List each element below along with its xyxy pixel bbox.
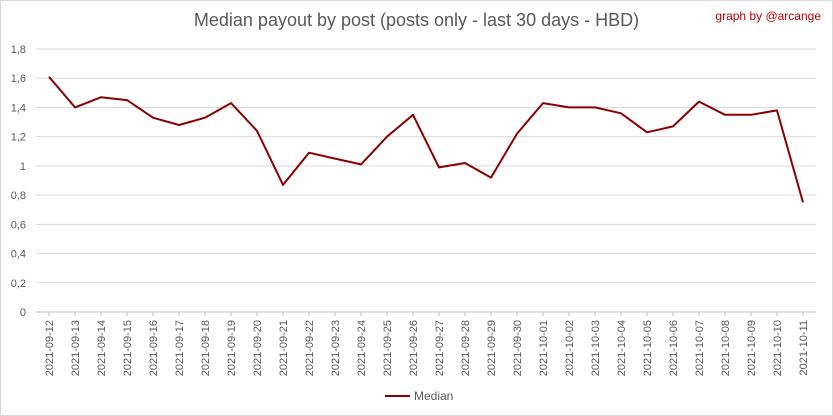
x-tick-label: 2021-09-29: [486, 320, 498, 376]
x-tick-label: 2021-10-10: [772, 320, 784, 376]
x-tick-label: 2021-10-08: [720, 320, 732, 376]
x-tick-label: 2021-10-04: [616, 320, 628, 376]
x-tick-label: 2021-09-14: [96, 320, 108, 376]
x-tick-label: 2021-09-15: [122, 320, 134, 376]
x-tick-label: 2021-09-26: [408, 320, 420, 376]
x-tick-label: 2021-10-09: [746, 320, 758, 376]
legend: Median: [385, 389, 453, 403]
x-tick-label: 2021-09-20: [252, 320, 264, 376]
x-tick-label: 2021-09-22: [304, 320, 316, 376]
x-tick-label: 2021-09-30: [512, 320, 524, 376]
x-tick-label: 2021-09-23: [330, 320, 342, 376]
y-tick-label: 1,2: [11, 132, 26, 144]
y-tick-label: 1,8: [11, 44, 26, 56]
y-tick-label: 1: [20, 161, 26, 173]
x-tick-label: 2021-09-27: [434, 320, 446, 376]
x-tick-label: 2021-10-01: [538, 320, 550, 376]
x-axis-ticks: 2021-09-12 2021-09-13 2021-09-14 2021-09-15…: [44, 312, 810, 376]
x-tick-label: 2021-09-19: [226, 320, 238, 376]
x-tick-label: 2021-10-06: [668, 320, 680, 376]
x-tick-label: 2021-10-11: [798, 320, 810, 375]
y-tick-label: 1,6: [11, 73, 26, 85]
y-tick-label: 1,4: [11, 102, 26, 114]
legend-label: Median: [414, 389, 453, 403]
gridlines: [36, 48, 816, 313]
x-tick-label: 2021-09-25: [382, 320, 394, 376]
y-tick-label: 0,2: [11, 278, 26, 290]
x-tick-label: 2021-09-28: [460, 320, 472, 376]
series-lines: [48, 76, 804, 203]
x-tick-label: 2021-10-02: [564, 320, 576, 376]
y-tick-label: 0: [20, 307, 26, 319]
x-tick-label: 2021-09-18: [200, 320, 212, 376]
x-tick-label: 2021-10-03: [590, 320, 602, 376]
chart-credit: graph by @arcange: [715, 9, 821, 23]
x-tick-label: 2021-09-16: [148, 320, 160, 376]
x-tick-label: 2021-09-17: [174, 320, 186, 376]
x-tick-label: 2021-10-05: [642, 320, 654, 376]
x-tick-label: 2021-09-13: [70, 320, 82, 376]
series-line-median: [48, 76, 804, 203]
x-tick-label: 2021-10-07: [694, 320, 706, 376]
x-tick-label: 2021-09-12: [44, 320, 56, 376]
y-tick-label: 0,6: [11, 219, 26, 231]
y-tick-label: 0,4: [11, 249, 26, 261]
chart-title: Median payout by post (posts only - last…: [193, 10, 640, 30]
y-axis-ticks: 0 0,2 0,4 0,6 0,8 1 1,2 1,4 1,6 1,8: [11, 44, 26, 319]
x-tick-label: 2021-09-21: [278, 320, 290, 376]
x-tick-label: 2021-09-24: [356, 320, 368, 376]
y-tick-label: 0,8: [11, 190, 26, 202]
